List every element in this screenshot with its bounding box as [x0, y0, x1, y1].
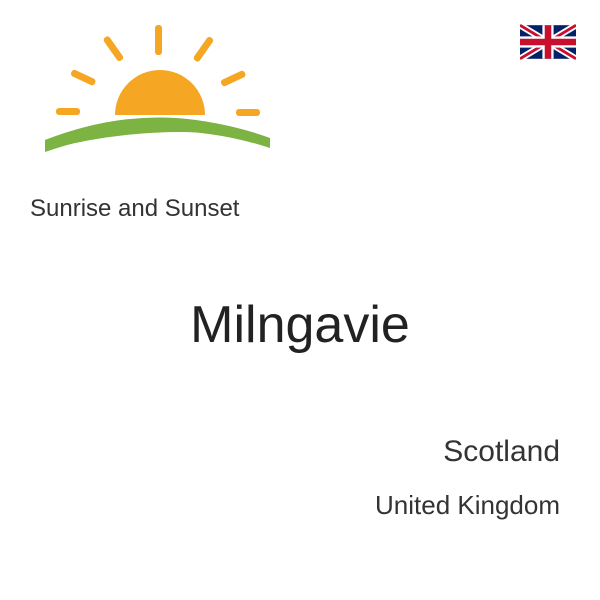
country-name: United Kingdom	[375, 490, 560, 521]
tagline-text: Sunrise and Sunset	[30, 195, 239, 223]
city-name: Milngavie	[0, 295, 600, 355]
region-name: Scotland	[443, 435, 560, 469]
sunrise-icon	[30, 20, 270, 200]
sunrise-logo	[30, 20, 270, 200]
uk-flag-icon	[520, 24, 576, 60]
